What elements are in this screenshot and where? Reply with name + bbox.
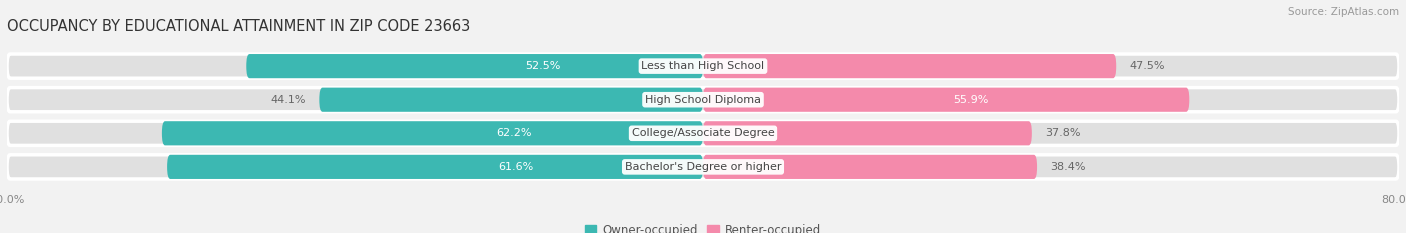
Text: 52.5%: 52.5% [526,61,561,71]
Text: 44.1%: 44.1% [271,95,307,105]
FancyBboxPatch shape [167,155,703,179]
FancyBboxPatch shape [703,54,1116,78]
FancyBboxPatch shape [319,88,703,112]
Text: College/Associate Degree: College/Associate Degree [631,128,775,138]
Text: Less than High School: Less than High School [641,61,765,71]
FancyBboxPatch shape [7,155,1399,179]
Text: 47.5%: 47.5% [1129,61,1164,71]
FancyBboxPatch shape [7,54,1399,78]
Legend: Owner-occupied, Renter-occupied: Owner-occupied, Renter-occupied [579,219,827,233]
Text: 61.6%: 61.6% [498,162,533,172]
Text: High School Diploma: High School Diploma [645,95,761,105]
FancyBboxPatch shape [246,54,703,78]
Text: Bachelor's Degree or higher: Bachelor's Degree or higher [624,162,782,172]
Text: OCCUPANCY BY EDUCATIONAL ATTAINMENT IN ZIP CODE 23663: OCCUPANCY BY EDUCATIONAL ATTAINMENT IN Z… [7,19,470,34]
FancyBboxPatch shape [703,88,1189,112]
FancyBboxPatch shape [703,155,1038,179]
Text: 38.4%: 38.4% [1050,162,1085,172]
Text: 37.8%: 37.8% [1045,128,1080,138]
FancyBboxPatch shape [7,88,1399,112]
FancyBboxPatch shape [162,121,703,145]
FancyBboxPatch shape [703,121,1032,145]
Text: 62.2%: 62.2% [496,128,531,138]
FancyBboxPatch shape [7,121,1399,145]
Text: Source: ZipAtlas.com: Source: ZipAtlas.com [1288,7,1399,17]
Text: 55.9%: 55.9% [953,95,988,105]
